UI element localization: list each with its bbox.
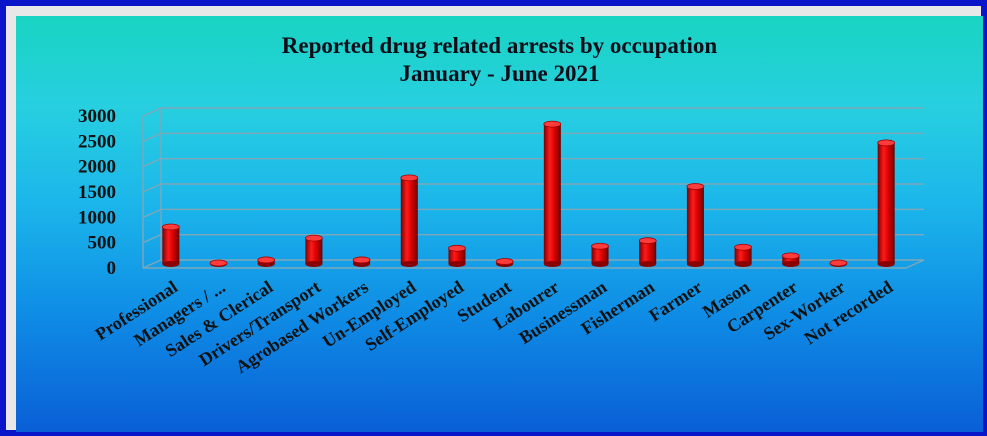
bar-base xyxy=(877,261,895,267)
y-tick-label: 500 xyxy=(88,233,117,254)
y-tick-label: 2500 xyxy=(78,131,116,152)
bar-top xyxy=(400,174,419,182)
bar-top xyxy=(829,259,848,267)
bar xyxy=(448,248,466,264)
bar-base xyxy=(686,261,704,267)
bar-base xyxy=(734,261,752,267)
chart-subtitle: January - June 2021 xyxy=(399,61,600,86)
gridline-depth xyxy=(142,158,162,168)
bar xyxy=(162,227,180,264)
y-tick-label: 2000 xyxy=(78,157,116,178)
gridline-depth xyxy=(142,107,162,117)
y-tick-label: 3000 xyxy=(78,106,116,127)
y-tick-label: 0 xyxy=(107,258,117,279)
bar-top xyxy=(448,244,466,252)
y-tick-label: 1500 xyxy=(78,182,116,203)
chart-panel: Reported drug related arrests by occupat… xyxy=(16,16,983,432)
bar-base xyxy=(448,261,466,267)
gridline-depth xyxy=(142,259,162,269)
bar-top xyxy=(257,256,276,264)
bar-top xyxy=(209,259,228,267)
bar-base xyxy=(400,261,418,267)
bar xyxy=(686,186,704,264)
gridline-depth xyxy=(142,208,162,218)
bar-top xyxy=(781,252,800,260)
bar-top xyxy=(591,242,609,250)
chart-title: Reported drug related arrests by occupat… xyxy=(281,33,718,58)
gridline-depth xyxy=(142,132,162,142)
bar-base xyxy=(639,261,657,267)
floor-edge xyxy=(905,259,925,269)
bar-top xyxy=(305,234,323,242)
gridline-depth xyxy=(142,234,162,244)
bar-top xyxy=(734,243,752,251)
bar xyxy=(400,177,418,264)
bar-base xyxy=(782,261,800,267)
bar-top xyxy=(877,139,896,147)
bar-base xyxy=(305,261,323,267)
bar-base xyxy=(543,261,561,267)
bar xyxy=(877,142,895,264)
bar xyxy=(639,240,657,264)
bar-base xyxy=(162,261,180,267)
chart-title-block: Reported drug related arrests by occupat… xyxy=(16,32,983,88)
bar xyxy=(305,238,323,264)
bar xyxy=(734,247,752,264)
x-tick-label: Farmer xyxy=(645,277,705,326)
gridline-depth xyxy=(142,183,162,193)
bar xyxy=(782,255,800,264)
bar-chart: 050010001500200025003000ProfessionalMana… xyxy=(78,106,925,377)
bar-top xyxy=(686,183,705,190)
y-tick-label: 1000 xyxy=(78,207,116,228)
bar-top xyxy=(161,223,180,231)
bar-top xyxy=(543,120,562,128)
bar xyxy=(591,246,609,264)
bar-top xyxy=(352,256,371,264)
bar-top xyxy=(638,237,657,245)
bar-base xyxy=(591,261,609,267)
bar-top xyxy=(495,258,514,265)
bar xyxy=(543,124,561,264)
